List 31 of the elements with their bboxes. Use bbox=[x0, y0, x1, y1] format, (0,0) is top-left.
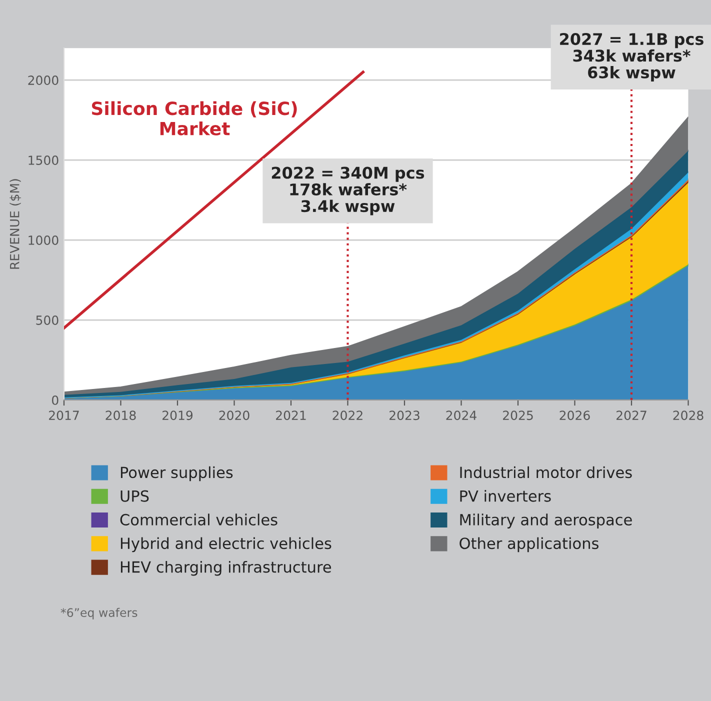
x-tick-label: 2020 bbox=[219, 410, 250, 420]
y-axis-title: REVENUE ($M) bbox=[10, 179, 21, 269]
text: *6”eq wafers bbox=[60, 608, 138, 620]
ref-line-label: 2022 = 340M pcs 178k wafers* 3.4k wspw bbox=[272, 166, 424, 216]
text: Silicon Carbide (SiC) Market bbox=[92, 101, 297, 136]
x-tick-label: 2028 bbox=[673, 410, 704, 420]
x-tick-label: 2025 bbox=[503, 410, 533, 420]
legend-label: Commercial vehicles bbox=[120, 514, 278, 526]
legend-label: PV inverters bbox=[460, 490, 551, 502]
x-tick-label: 2023 bbox=[390, 410, 420, 420]
x-tick-label: 2024 bbox=[446, 410, 476, 420]
x-tick-label: 2026 bbox=[560, 410, 590, 420]
y-tick-label: 2000 bbox=[28, 76, 58, 86]
x-tick-label: 2022 bbox=[332, 410, 362, 420]
x-tick-label: 2021 bbox=[276, 410, 306, 420]
y-tick-label: 1000 bbox=[28, 236, 58, 245]
ref-line-label: 2027 = 1.1B pcs 343k wafers* 63k wspw bbox=[560, 33, 704, 82]
x-tick-label: 2027 bbox=[616, 410, 646, 420]
x-tick-label: 2017 bbox=[49, 410, 79, 420]
legend-label: Military and aerospace bbox=[460, 514, 632, 528]
legend-label: HEV charging infrastructure bbox=[120, 560, 332, 576]
y-tick-label: 1500 bbox=[28, 156, 58, 165]
x-tick-label: 2018 bbox=[106, 410, 136, 420]
legend-label: Other applications bbox=[460, 537, 598, 552]
legend-label: Industrial motor drives bbox=[460, 466, 632, 478]
y-tick-label: 0 bbox=[52, 395, 58, 405]
legend-label: UPS bbox=[120, 490, 149, 502]
x-tick-label: 2019 bbox=[162, 410, 193, 420]
legend-label: Power supplies bbox=[120, 466, 233, 482]
y-tick-label: 500 bbox=[36, 315, 58, 325]
legend-label: Hybrid and electric vehicles bbox=[120, 537, 332, 552]
